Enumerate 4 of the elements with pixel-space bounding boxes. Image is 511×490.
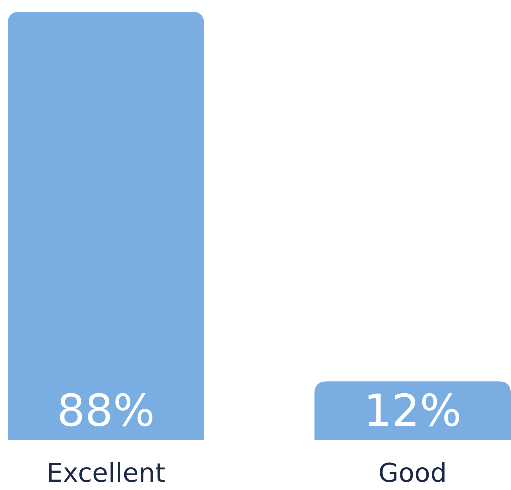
data-label: 12% [364,386,462,437]
data-label: 88% [57,386,156,437]
x-tick-label: Good [378,459,448,489]
x-tick-label: Excellent [46,459,166,489]
